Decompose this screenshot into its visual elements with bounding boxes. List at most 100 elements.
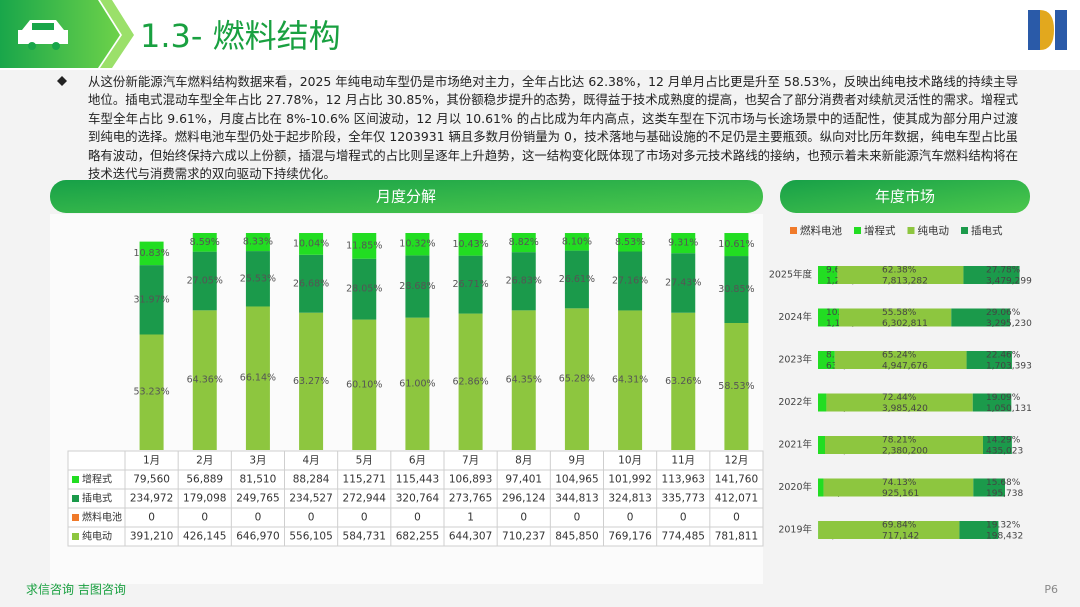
bar-count-label: 4,947,676 xyxy=(882,362,928,372)
bar-count-label: 198,432 xyxy=(986,532,1023,542)
bar-value-label: 64.31% xyxy=(612,375,648,386)
bar-count-label: 195,738 xyxy=(986,489,1023,499)
table-cell: 0 xyxy=(733,512,740,524)
table-cell: 644,307 xyxy=(449,531,492,543)
bar-segment xyxy=(192,233,217,252)
x-tick-label: 3月 xyxy=(249,455,266,467)
right-panel-header xyxy=(780,180,1030,213)
header-bg xyxy=(0,0,1080,70)
table-cell: 104,965 xyxy=(555,474,598,486)
bar-value-label: 58.53% xyxy=(718,381,754,392)
table-cell: 115,271 xyxy=(343,474,386,486)
bar-segment xyxy=(458,313,483,450)
table-cell: 0 xyxy=(308,512,315,524)
x-tick-label: 8月 xyxy=(515,455,532,467)
legend-swatch xyxy=(790,227,797,234)
footer-brand: 求信咨询 吉图咨询 xyxy=(26,582,126,597)
right-panel-title: 年度市场 xyxy=(875,188,935,206)
bar-count-label: 1,703,393 xyxy=(986,362,1032,372)
bar-segment xyxy=(818,266,838,284)
bar-segment xyxy=(724,233,749,257)
bar-value-label: 8.10% xyxy=(562,236,592,247)
x-tick-label: 11月 xyxy=(671,455,695,467)
x-tick-label: 10月 xyxy=(618,455,642,467)
table-cell: 1 xyxy=(467,512,474,524)
bar-value-label: 26.71% xyxy=(452,279,488,290)
bar-segment xyxy=(951,308,1010,327)
bar-value-label: 19.32% xyxy=(986,521,1021,531)
bar-value-label: 9.31% xyxy=(668,238,698,249)
legend-swatch xyxy=(854,227,861,234)
bar-segment xyxy=(352,258,377,320)
bar-segment xyxy=(823,478,974,497)
table-cell: 426,145 xyxy=(183,531,226,543)
table-cell: 81,510 xyxy=(240,474,277,486)
table-cell: 273,765 xyxy=(449,493,492,505)
bar-segment xyxy=(818,478,824,497)
bar-segment xyxy=(139,241,164,266)
bar-segment xyxy=(973,478,1005,497)
bar-segment xyxy=(963,266,1020,284)
bar-value-label: 27.16% xyxy=(612,275,648,286)
bar-value-label: 55.58% xyxy=(882,308,917,318)
legend-swatch xyxy=(961,227,968,234)
bar-value-label: 62.86% xyxy=(452,376,488,387)
bar-value-label: 78.21% xyxy=(882,436,917,446)
bar-value-label: 26.61% xyxy=(559,274,595,285)
bar-segment xyxy=(818,351,835,369)
bar-segment xyxy=(458,233,483,256)
legend-label: 插电式 xyxy=(971,224,1003,237)
bar-count-label: 925,161 xyxy=(882,489,919,499)
bar-segment xyxy=(139,334,164,450)
bar-segment xyxy=(564,250,589,309)
legend-label: 纯电动 xyxy=(918,224,950,237)
x-tick-label: 4月 xyxy=(302,455,319,467)
table-cell: 0 xyxy=(255,512,262,524)
table-cell: 79,560 xyxy=(133,474,170,486)
table-cell: 0 xyxy=(201,512,208,524)
left-panel-header xyxy=(50,180,763,213)
table-cell: 0 xyxy=(680,512,687,524)
table-cell: 56,889 xyxy=(186,474,223,486)
table-cell: 556,105 xyxy=(289,531,332,543)
x-tick-label: 7月 xyxy=(462,455,479,467)
bar-value-label: 64.35% xyxy=(506,375,542,386)
table-cell: 296,124 xyxy=(502,493,546,505)
bar-count-label: 3,985,420 xyxy=(882,404,928,414)
x-tick-label: 6月 xyxy=(409,455,426,467)
bar-segment xyxy=(405,255,430,318)
bar-value-label: 14.29% xyxy=(986,436,1021,446)
bar-value-label: 66.14% xyxy=(240,373,276,384)
bar-count-label: 1,050,131 xyxy=(986,404,1032,414)
y-tick-label: 2023年 xyxy=(778,354,812,366)
bar-segment xyxy=(618,233,643,252)
bar-count-label: 3,479,299 xyxy=(986,277,1032,287)
legend-swatch xyxy=(72,533,79,540)
x-tick-label: 1月 xyxy=(143,455,160,467)
bar-count-label: 2,380,200 xyxy=(882,447,928,457)
bar-value-label: 64.36% xyxy=(187,375,223,386)
table-cell: 113,963 xyxy=(662,474,705,486)
bar-value-label: 72.44% xyxy=(882,393,917,403)
bar-value-label: 27.05% xyxy=(187,275,223,286)
x-tick-label: 2月 xyxy=(196,455,213,467)
y-tick-label: 2021年 xyxy=(778,439,812,451)
bar-segment xyxy=(839,308,952,327)
bar-value-label: 31.97% xyxy=(133,294,169,305)
bar-segment xyxy=(818,393,827,412)
table-cell: 0 xyxy=(574,512,581,524)
bar-segment xyxy=(299,312,324,450)
table-cell: 101,992 xyxy=(608,474,651,486)
table-cell: 0 xyxy=(361,512,368,524)
x-tick-label: 5月 xyxy=(356,455,373,467)
bar-value-label: 10.83% xyxy=(133,248,169,259)
bar-segment xyxy=(724,256,749,323)
bar-segment xyxy=(966,351,1012,369)
legend-swatch xyxy=(72,514,79,521)
table-cell: 272,944 xyxy=(343,493,387,505)
bar-segment xyxy=(671,253,696,313)
bar-segment xyxy=(299,233,324,255)
page-number: P6 xyxy=(1044,583,1058,596)
bar-segment xyxy=(671,312,696,450)
